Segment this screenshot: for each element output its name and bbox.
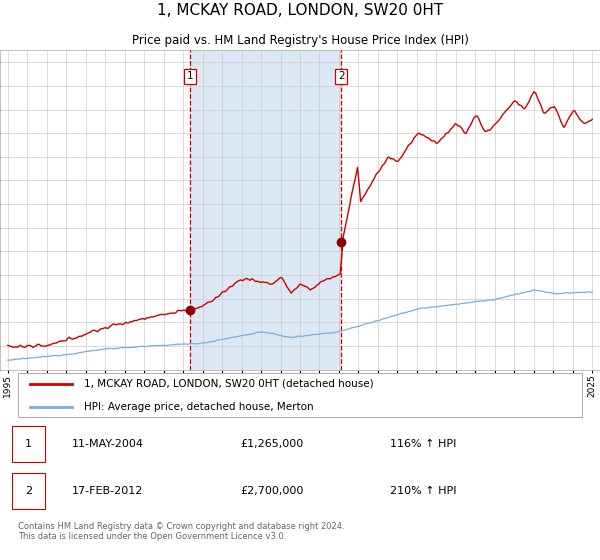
- Text: HPI: Average price, detached house, Merton: HPI: Average price, detached house, Mert…: [84, 403, 314, 412]
- FancyBboxPatch shape: [12, 473, 45, 510]
- Text: 11-MAY-2004: 11-MAY-2004: [72, 439, 144, 449]
- Text: 1: 1: [25, 439, 32, 449]
- Text: 2: 2: [25, 487, 32, 496]
- Text: £2,700,000: £2,700,000: [240, 487, 304, 496]
- Bar: [190, 50, 341, 370]
- Text: £1,265,000: £1,265,000: [240, 439, 303, 449]
- Text: 17-FEB-2012: 17-FEB-2012: [72, 487, 143, 496]
- Text: 1, MCKAY ROAD, LONDON, SW20 0HT (detached house): 1, MCKAY ROAD, LONDON, SW20 0HT (detache…: [84, 379, 374, 389]
- Text: Contains HM Land Registry data © Crown copyright and database right 2024.
This d: Contains HM Land Registry data © Crown c…: [18, 522, 344, 542]
- Text: 1: 1: [187, 72, 193, 81]
- Text: 2: 2: [338, 72, 344, 81]
- Text: Price paid vs. HM Land Registry's House Price Index (HPI): Price paid vs. HM Land Registry's House …: [131, 34, 469, 47]
- Text: 116% ↑ HPI: 116% ↑ HPI: [390, 439, 457, 449]
- Text: 1, MCKAY ROAD, LONDON, SW20 0HT: 1, MCKAY ROAD, LONDON, SW20 0HT: [157, 3, 443, 17]
- FancyBboxPatch shape: [18, 373, 582, 417]
- Text: 210% ↑ HPI: 210% ↑ HPI: [390, 487, 457, 496]
- FancyBboxPatch shape: [12, 426, 45, 462]
